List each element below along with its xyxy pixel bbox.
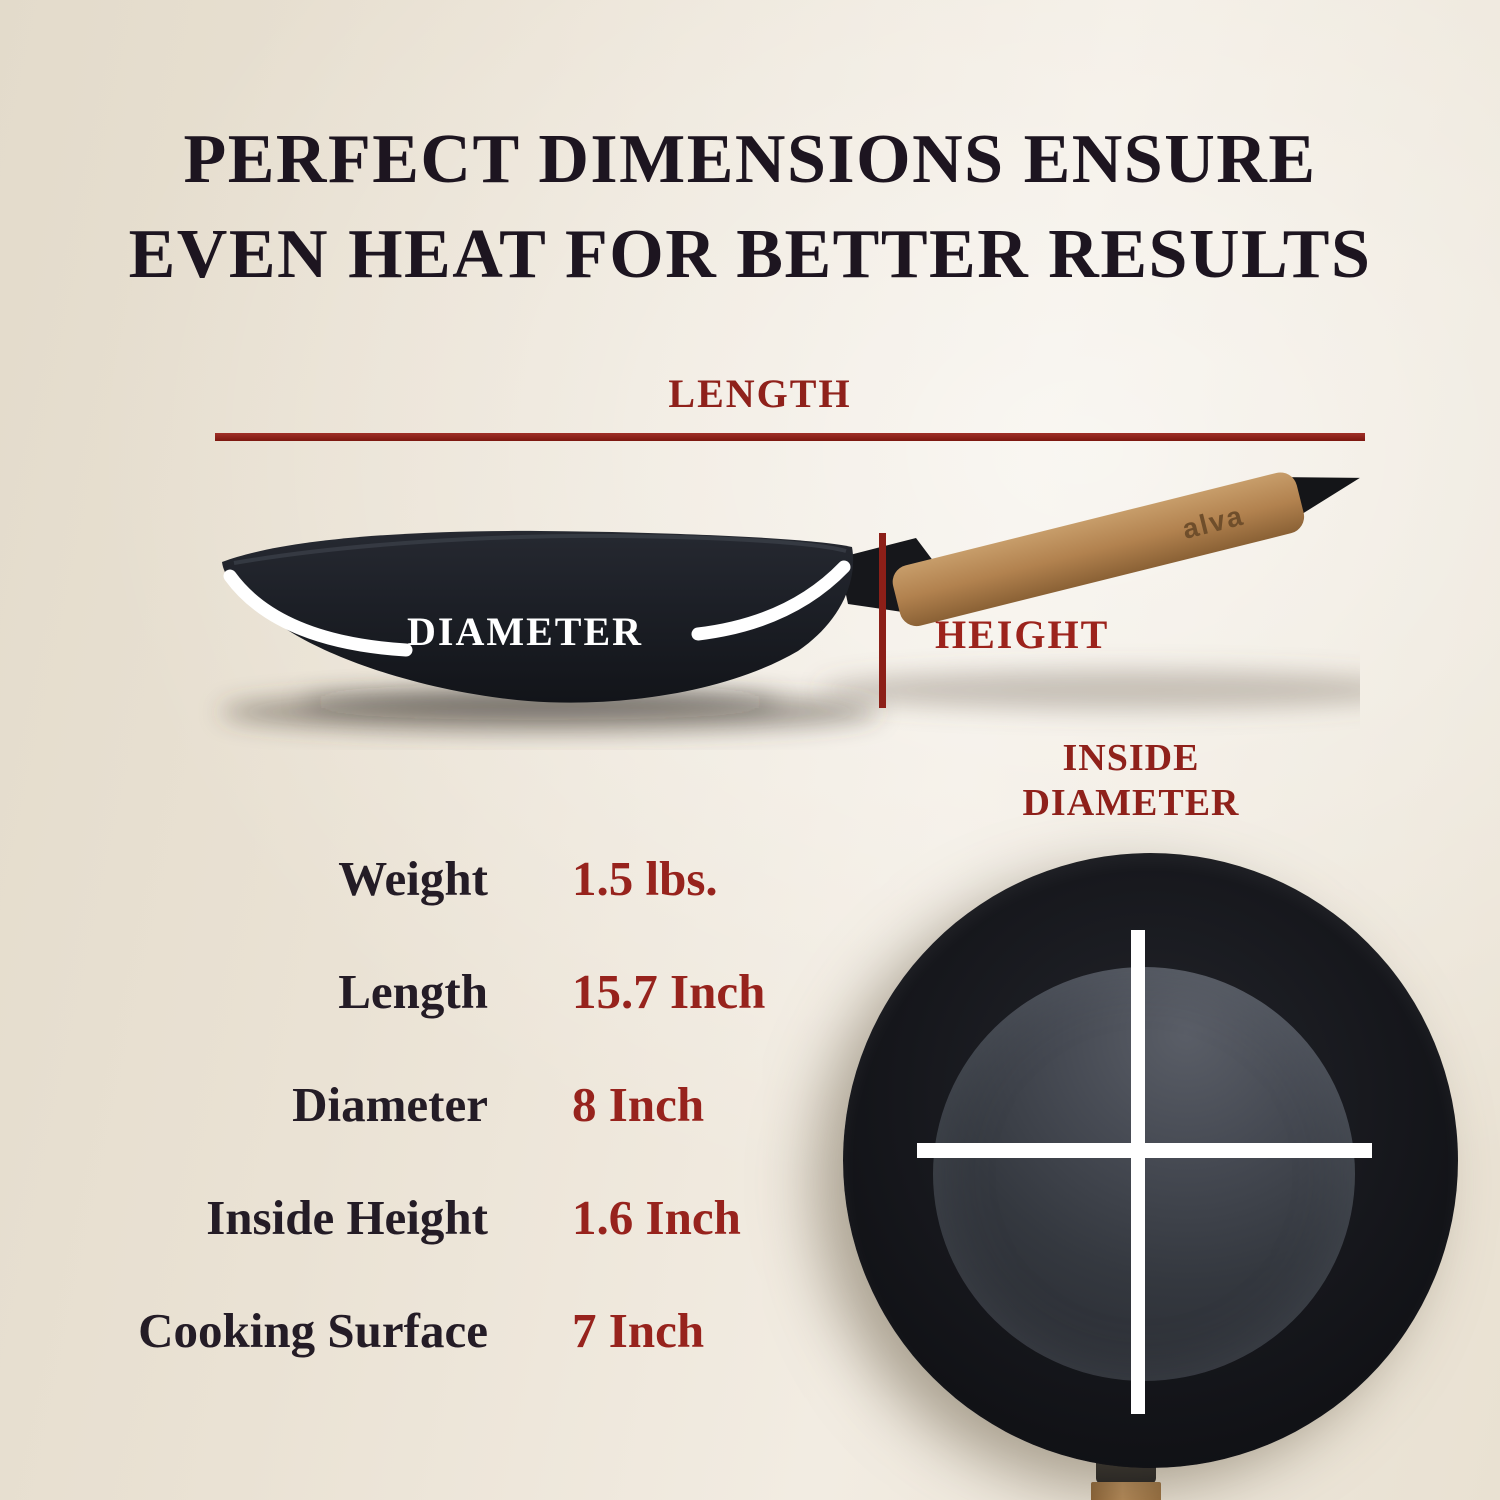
crosshair-horizontal-line bbox=[917, 1143, 1372, 1158]
wooden-handle bbox=[892, 472, 1305, 627]
crosshair-vertical-line bbox=[1131, 930, 1145, 1414]
spec-row-length: Length 15.7 Inch bbox=[0, 935, 800, 1048]
spec-value: 7 Inch bbox=[572, 1303, 705, 1358]
pan-side-view-photo: alva bbox=[220, 472, 1360, 732]
inside-diameter-line-1: INSIDE bbox=[1062, 737, 1200, 779]
pan-rim-highlight bbox=[233, 533, 847, 565]
page-title: PERFECT DIMENSIONS ENSURE EVEN HEAT FOR … bbox=[0, 112, 1500, 302]
diameter-arc-right bbox=[691, 560, 851, 641]
spec-list: Weight 1.5 lbs. Length 15.7 Inch Diamete… bbox=[0, 822, 800, 1387]
spec-label: Weight bbox=[338, 851, 488, 906]
inside-diameter-label: INSIDE DIAMETER bbox=[995, 736, 1267, 826]
spec-value: 1.6 Inch bbox=[572, 1190, 741, 1245]
length-dimension-line bbox=[215, 433, 1365, 441]
pan-body bbox=[222, 530, 854, 703]
height-dimension-label: HEIGHT bbox=[935, 612, 1110, 657]
handle-shadow bbox=[820, 670, 1360, 710]
spec-value: 8 Inch bbox=[572, 1077, 705, 1132]
side-diameter-label: DIAMETER bbox=[406, 609, 644, 654]
pan-contact-shadow bbox=[300, 692, 780, 712]
spec-value: 15.7 Inch bbox=[572, 964, 766, 1019]
spec-row-weight: Weight 1.5 lbs. bbox=[0, 822, 800, 935]
spec-label: Diameter bbox=[292, 1077, 488, 1132]
length-dimension-label: LENGTH bbox=[668, 371, 852, 416]
height-dimension-line bbox=[879, 533, 886, 708]
top-view-wooden-handle bbox=[1091, 1482, 1161, 1500]
handle-tip bbox=[1284, 477, 1360, 518]
spec-label: Length bbox=[338, 964, 488, 1019]
spec-value: 1.5 lbs. bbox=[572, 851, 718, 906]
spec-row-inside-height: Inside Height 1.6 Inch bbox=[0, 1161, 800, 1274]
diameter-arc-left bbox=[223, 569, 413, 657]
page-title-line-2: EVEN HEAT FOR BETTER RESULTS bbox=[128, 216, 1372, 293]
spec-label: Inside Height bbox=[206, 1190, 488, 1245]
spec-label: Cooking Surface bbox=[138, 1303, 488, 1358]
inside-diameter-line-2: DIAMETER bbox=[1022, 782, 1240, 824]
page-title-line-1: PERFECT DIMENSIONS ENSURE bbox=[183, 121, 1317, 198]
spec-row-cooking-surface: Cooking Surface 7 Inch bbox=[0, 1274, 800, 1387]
spec-row-diameter: Diameter 8 Inch bbox=[0, 1048, 800, 1161]
